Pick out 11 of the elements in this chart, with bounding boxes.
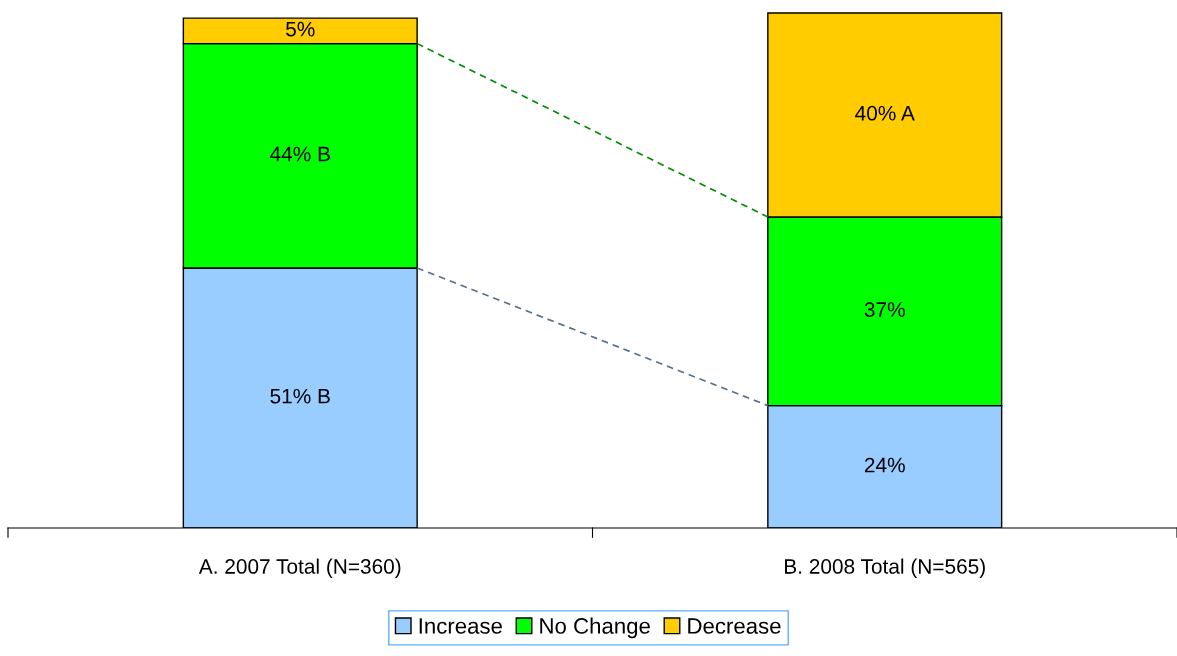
data-label: 40% A [855,105,915,121]
data-label: 37% [864,302,905,317]
legend-label: Increase [419,618,502,634]
data-label: 24% [864,457,905,473]
x-tick-label: A. 2007 Total (N=360) [198,558,401,578]
data-label: 5% [286,21,315,37]
data-label: 44% B [270,146,330,162]
x-tick-label: B. 2008 Total (N=565) [785,558,985,578]
legend-label: No Change [540,617,650,639]
data-label: 51% B [270,388,330,404]
legend-label: Decrease [688,618,781,634]
